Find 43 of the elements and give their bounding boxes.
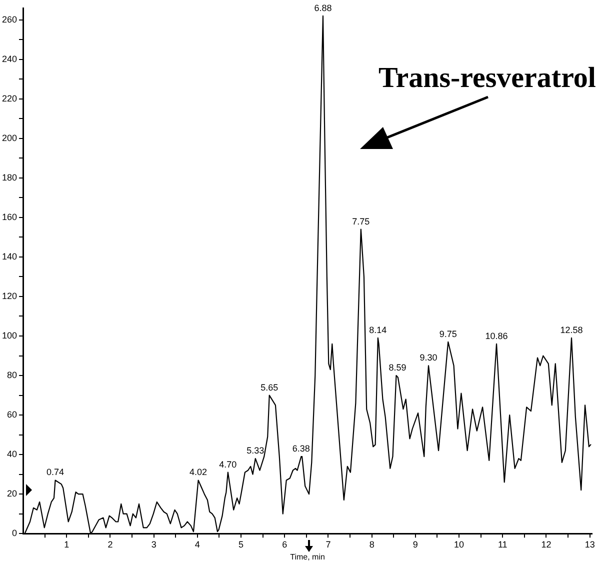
annotation: 8.14 (369, 324, 387, 335)
annotation: 4.70 (219, 459, 237, 470)
x-tick-label: 8 (369, 539, 374, 550)
annotation: 0.74 (46, 467, 64, 478)
annotation: Trans-resveratrol (378, 62, 596, 94)
x-tick-label: 6 (282, 539, 288, 550)
annotation: 4.02 (190, 467, 208, 478)
x-tick-label: 1 (64, 539, 70, 550)
annotation: 9.75 (439, 328, 457, 339)
annotation: 6.88 (314, 2, 332, 13)
y-tick-label: 0 (12, 528, 18, 538)
x-tick-label: 2 (108, 539, 113, 550)
x-tick-label: 5 (238, 539, 244, 550)
x-axis-title: Time, min (290, 552, 325, 562)
annotation: 6.38 (292, 444, 310, 454)
y-tick-label: 60 (7, 410, 18, 420)
x-tick-label: 4 (194, 539, 200, 550)
x-tick-label: 10 (454, 539, 464, 550)
x-tick-label: 11 (498, 539, 508, 550)
y-tick-label: 140 (2, 251, 18, 262)
y-tick-label: 200 (2, 132, 18, 143)
y-tick-label: 20 (7, 488, 18, 499)
annotation: 5.33 (246, 446, 264, 456)
x-tick-label: 7 (326, 539, 331, 550)
y-tick-label: 80 (7, 370, 18, 380)
y-tick-label: 120 (2, 290, 18, 301)
x-tick-label: 13 (584, 539, 595, 550)
annotation: 10.86 (485, 330, 508, 341)
annotation: 12.58 (560, 324, 583, 335)
y-tick-label: 180 (2, 172, 18, 182)
y-tick-label: 260 (2, 14, 18, 24)
y-tick-label: 160 (2, 212, 18, 222)
y-tick-label: 100 (2, 330, 18, 340)
annotation: 8.59 (388, 362, 406, 373)
x-tick-label: 12 (541, 539, 552, 550)
annotation: 7.75 (352, 216, 370, 226)
annotation: 9.30 (420, 352, 438, 363)
x-tick-label: 9 (412, 539, 418, 550)
y-tick-label: 220 (2, 93, 18, 104)
annotation: 5.65 (260, 382, 278, 392)
y-tick-label: 240 (2, 54, 18, 64)
x-tick-label: 3 (151, 539, 156, 550)
y-tick-label: 40 (7, 449, 18, 460)
